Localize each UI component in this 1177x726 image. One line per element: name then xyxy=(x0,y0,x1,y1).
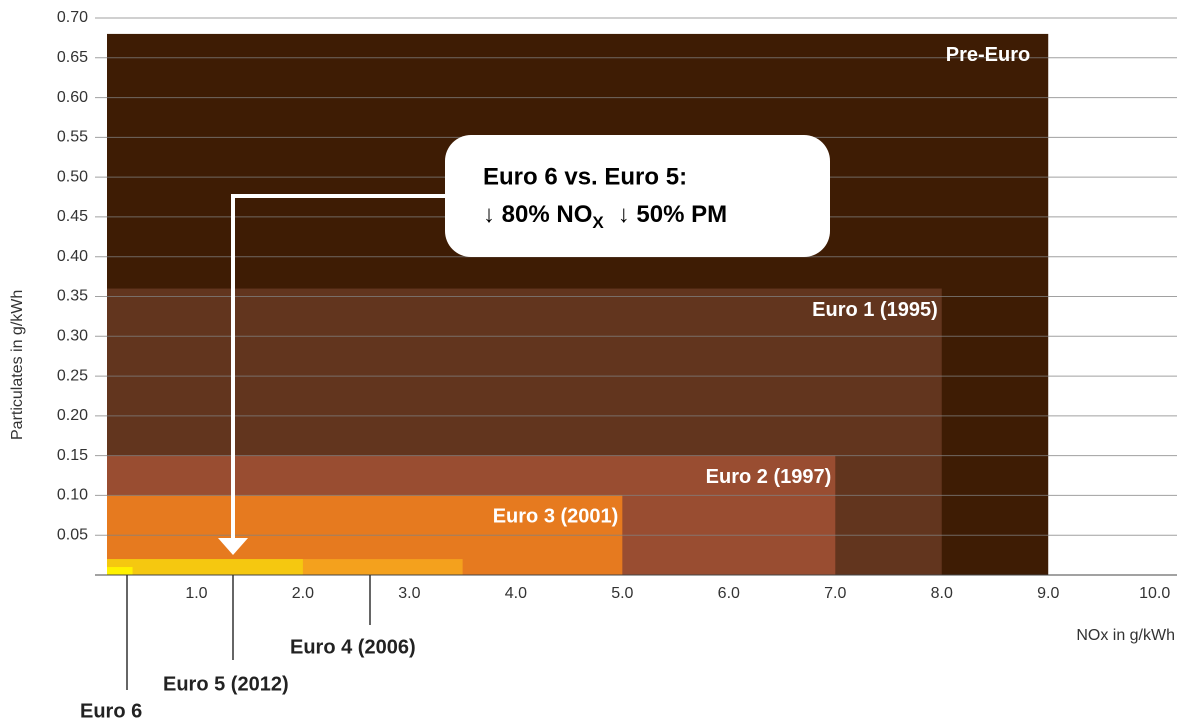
y-tick-label: 0.25 xyxy=(57,367,88,384)
x-axis-title: NOx in g/kWh xyxy=(1076,627,1175,644)
x-tick-label: 2.0 xyxy=(292,585,314,602)
y-axis-title: Particulates in g/kWh xyxy=(9,290,26,440)
y-tick-label: 0.45 xyxy=(57,208,88,225)
y-tick-label: 0.60 xyxy=(57,89,88,106)
category-label: Pre-Euro xyxy=(946,44,1030,66)
y-tick-label: 0.65 xyxy=(57,49,88,66)
x-tick-label: 6.0 xyxy=(718,585,740,602)
y-tick-label: 0.10 xyxy=(57,487,88,504)
x-tick-label: 9.0 xyxy=(1037,585,1059,602)
category-label: Euro 1 (1995) xyxy=(812,299,938,321)
callout-box xyxy=(445,135,830,257)
y-tick-label: 0.55 xyxy=(57,129,88,146)
callout-part: ↓ 50% PM xyxy=(618,201,727,228)
x-tick-label: 5.0 xyxy=(611,585,633,602)
callout-title: Euro 6 vs. Euro 5: xyxy=(483,163,687,190)
x-tick-label: 3.0 xyxy=(398,585,420,602)
x-tick-label: 10.0 xyxy=(1139,585,1170,602)
box xyxy=(107,559,303,575)
labels: Pre-Euro Euro 1 (1995) Euro 2 (1997) Euro 3… xyxy=(57,9,1171,722)
category-label: Euro 2 (1997) xyxy=(706,466,832,488)
y-tick-label: 0.40 xyxy=(57,248,88,265)
y-tick-label: 0.30 xyxy=(57,328,88,345)
category-label: Euro 5 (2012) xyxy=(163,673,289,695)
y-tick-label: 0.70 xyxy=(57,9,88,26)
x-tick-label: 4.0 xyxy=(505,585,527,602)
callout-line: ↓ 80% NOX ↓ 50% PM xyxy=(483,201,727,232)
category-label: Euro 3 (2001) xyxy=(493,506,619,528)
y-tick-label: 0.50 xyxy=(57,168,88,185)
arrow-head xyxy=(218,538,248,555)
category-label: Euro 6 xyxy=(80,700,142,722)
callout-arrow xyxy=(231,194,445,540)
x-tick-label: 8.0 xyxy=(931,585,953,602)
y-tick-label: 0.15 xyxy=(57,447,88,464)
y-tick-label: 0.35 xyxy=(57,288,88,305)
category-label: Euro 4 (2006) xyxy=(290,636,416,658)
box xyxy=(107,567,133,575)
callout-sub: X xyxy=(592,213,604,232)
x-tick-label: 1.0 xyxy=(185,585,207,602)
x-tick-label: 7.0 xyxy=(824,585,846,602)
callout-part: ↓ 80% NO xyxy=(483,201,592,228)
y-tick-label: 0.20 xyxy=(57,407,88,424)
y-tick-label: 0.05 xyxy=(57,526,88,543)
